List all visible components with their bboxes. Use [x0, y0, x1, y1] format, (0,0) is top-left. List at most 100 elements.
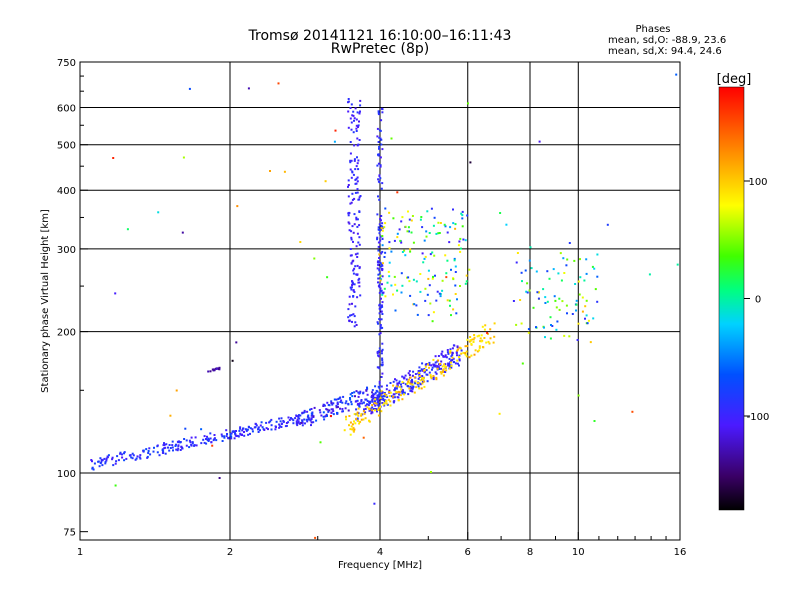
data-point [347, 126, 350, 129]
data-point [288, 419, 291, 421]
data-point [354, 178, 357, 181]
data-point [344, 407, 347, 410]
data-point [236, 434, 239, 437]
data-point [379, 137, 382, 140]
data-point [352, 269, 355, 272]
data-point [179, 449, 182, 451]
data-point [398, 385, 401, 388]
data-point [362, 401, 365, 404]
data-point [408, 218, 411, 221]
data-point [436, 365, 439, 368]
data-point [438, 292, 441, 295]
data-point [417, 382, 420, 385]
data-point [417, 385, 420, 388]
data-point [357, 143, 360, 146]
data-point [357, 241, 360, 244]
data-point [326, 401, 329, 404]
data-point [353, 117, 356, 120]
colorbar-tick-label: 0 [755, 295, 761, 306]
data-point [366, 406, 369, 409]
data-point [375, 408, 378, 411]
data-point [377, 401, 380, 404]
data-point [403, 376, 406, 379]
data-point [377, 322, 379, 325]
data-point [418, 371, 420, 374]
data-point [358, 285, 361, 288]
data-point [519, 299, 522, 301]
data-point [355, 177, 358, 180]
data-point [535, 270, 538, 273]
data-point [411, 390, 414, 393]
data-point [449, 351, 452, 354]
data-point [380, 318, 383, 321]
data-point [549, 316, 552, 319]
data-point [358, 236, 361, 239]
data-point [423, 377, 425, 380]
data-point [223, 436, 226, 439]
data-point [270, 428, 273, 431]
data-point [251, 428, 254, 431]
data-point [352, 259, 355, 262]
data-point [549, 337, 552, 340]
data-point [397, 390, 400, 393]
data-point [357, 281, 360, 284]
data-point [323, 404, 326, 407]
data-point [91, 460, 93, 463]
data-point [126, 228, 129, 231]
data-point [378, 394, 381, 397]
data-point [188, 446, 191, 449]
colorbar [719, 87, 744, 510]
data-point [358, 405, 361, 408]
data-point [472, 338, 475, 341]
data-point [535, 326, 537, 329]
data-point [455, 352, 458, 354]
data-point [407, 372, 410, 375]
data-point [408, 370, 411, 373]
data-point [526, 282, 529, 285]
data-point [107, 454, 110, 457]
data-point [303, 418, 306, 421]
data-point [90, 459, 93, 461]
data-point [394, 309, 397, 312]
data-point [213, 438, 216, 441]
y-tick-label: 600 [57, 104, 76, 115]
data-point [338, 397, 341, 400]
data-point [352, 240, 354, 243]
data-point [247, 87, 250, 90]
data-point [203, 441, 206, 444]
data-point [377, 273, 380, 276]
data-point [578, 293, 581, 296]
data-point [378, 283, 381, 286]
data-point [356, 191, 359, 194]
data-point [300, 421, 303, 424]
data-point [436, 367, 439, 370]
data-point [392, 400, 395, 403]
data-point [424, 363, 427, 366]
data-point [415, 304, 418, 307]
data-point [492, 341, 495, 344]
data-point [324, 180, 327, 183]
data-point [165, 443, 168, 446]
data-point [393, 239, 396, 242]
data-point [349, 152, 352, 155]
data-point [310, 408, 313, 410]
data-point [381, 222, 384, 225]
data-point [420, 216, 423, 218]
data-point [274, 428, 277, 431]
data-point [221, 440, 224, 442]
data-point [313, 406, 316, 409]
data-point [188, 87, 191, 90]
data-point [380, 215, 383, 217]
data-point [396, 191, 399, 194]
data-point [378, 257, 381, 259]
data-point [648, 273, 651, 276]
data-point [233, 437, 236, 440]
data-point [400, 291, 403, 294]
data-point [344, 402, 347, 405]
data-point [357, 168, 360, 171]
data-point [550, 324, 552, 326]
data-point [360, 418, 363, 421]
data-point [558, 297, 561, 300]
data-point [347, 98, 350, 100]
data-point [381, 244, 384, 247]
